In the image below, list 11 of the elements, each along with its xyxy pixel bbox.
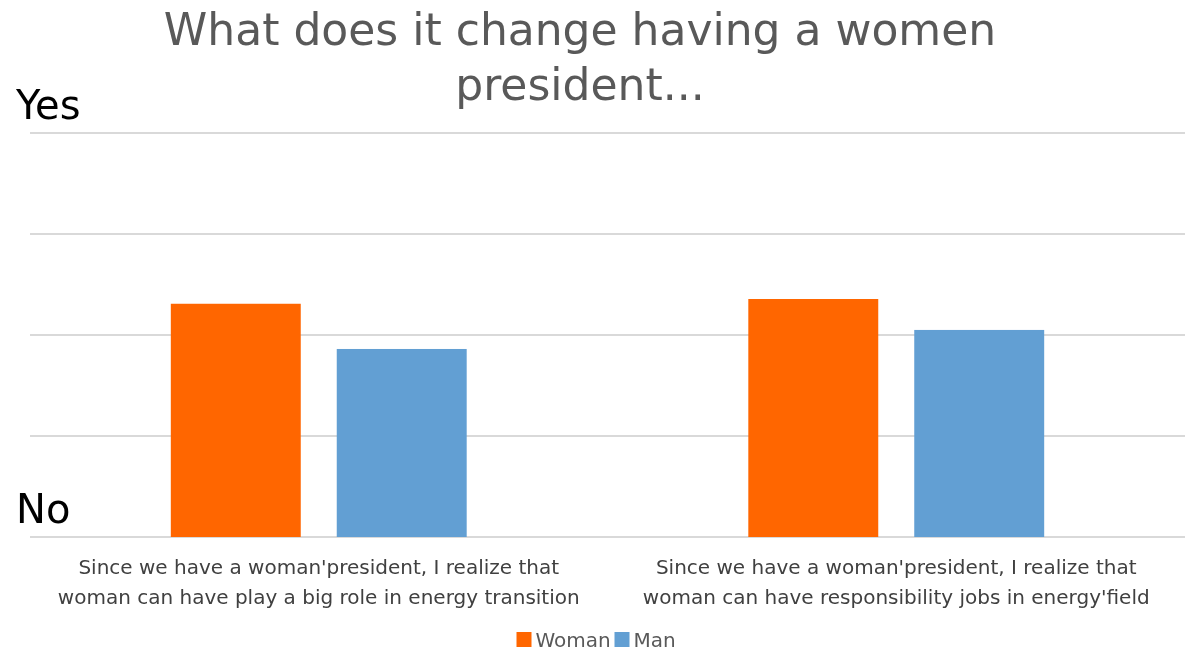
bar <box>170 303 301 537</box>
legend-label: Woman <box>535 628 611 652</box>
text: Yes <box>15 82 81 128</box>
bar <box>748 299 879 537</box>
legend-label: Man <box>633 628 676 652</box>
bar <box>914 329 1045 537</box>
chart-title: What does it change having a women president... <box>163 4 997 110</box>
bar <box>336 348 467 537</box>
x-tick-label: Since we have a woman'president, I realize that woman can have responsibility jobs in energy'field <box>642 555 1150 609</box>
annotation: No <box>16 486 71 532</box>
x-tick-label: Since we have a woman'president, I realize that woman can have play a big role in energy transition <box>57 555 580 609</box>
